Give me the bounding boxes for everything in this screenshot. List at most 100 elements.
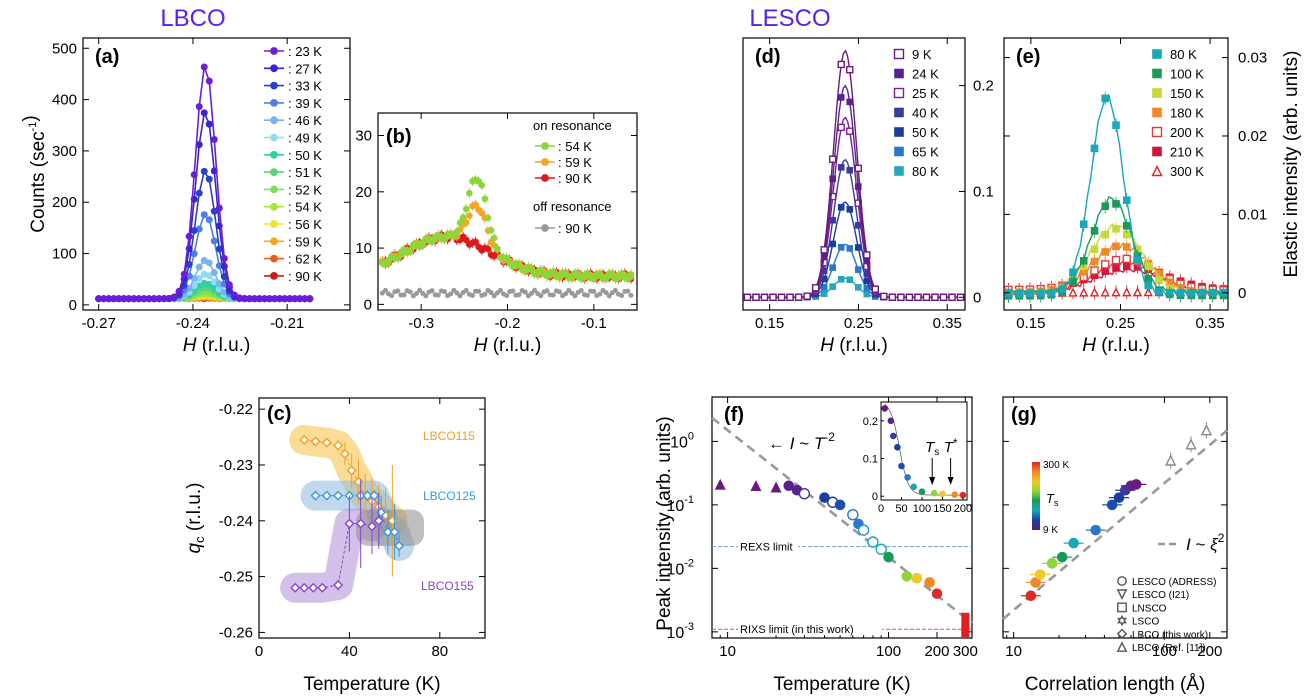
legend-marker: [1117, 614, 1127, 627]
data-point: [503, 254, 510, 262]
data-point: [1056, 551, 1068, 563]
data-point: [1079, 287, 1089, 297]
inset-data-point: [881, 405, 888, 412]
data-point: [883, 551, 894, 563]
data-point: [200, 211, 208, 219]
data-point: [820, 290, 828, 297]
data-point: [854, 183, 862, 190]
data-point: [1101, 230, 1110, 239]
data-point: [1090, 144, 1099, 153]
data-point: [529, 290, 535, 296]
limit-label: RIXS limit (in this work): [740, 624, 854, 636]
x-axis-label-c: Temperature (K): [303, 674, 440, 695]
y-axis-label-c: qc (r.l.u.): [184, 483, 207, 554]
panel-a-ytick-label: 200: [52, 194, 77, 211]
panel-f-xtick-label: 10: [719, 643, 736, 660]
data-point: [463, 287, 469, 293]
data-point: [786, 293, 794, 301]
legend-label: : 90 K: [558, 221, 592, 236]
data-point: [888, 293, 897, 301]
data-point: [1155, 276, 1163, 285]
data-point: [369, 490, 380, 501]
data-point: [459, 214, 467, 221]
data-point: [472, 238, 479, 246]
data-point: [563, 291, 569, 297]
legend-label: 300 K: [1170, 164, 1204, 179]
data-point: [591, 288, 597, 294]
data-point: [597, 291, 603, 297]
panel-label-b: (b): [386, 126, 412, 148]
data-point: [1090, 227, 1099, 235]
panel-a-ytick-label: 0: [69, 297, 77, 314]
data-point: [1122, 254, 1131, 264]
inset-xtick-label: 200: [954, 503, 972, 515]
legend-marker: [1152, 107, 1162, 118]
panel-f-xtick-label: 100: [876, 643, 901, 660]
legend-marker: [1152, 68, 1162, 79]
data-point: [846, 206, 854, 213]
inset-ytick-label: 0.2: [863, 416, 878, 428]
data-point: [190, 250, 198, 258]
data-point: [395, 288, 401, 294]
data-point: [441, 289, 447, 295]
panel-c-xtick-label: 0: [255, 643, 263, 660]
data-point: [750, 480, 762, 492]
data-point: [1208, 288, 1217, 297]
data-point: [1155, 288, 1163, 296]
legend-label: 150 K: [1170, 86, 1204, 101]
data-point: [922, 293, 931, 301]
series-label-LBCO125: LBCO125: [423, 489, 476, 503]
data-point: [1068, 287, 1078, 297]
data-point: [837, 60, 845, 69]
data-point: [897, 293, 905, 301]
inset-xtick-label: 50: [895, 503, 907, 515]
legend-marker: [270, 202, 278, 211]
data-point: [491, 293, 497, 299]
panel-e-xtick-label: 0.25: [1106, 315, 1135, 332]
legend-marker: [893, 48, 905, 60]
rixs-limit-bar: [961, 612, 970, 638]
data-point: [566, 287, 572, 293]
panel-e-ytick-label: 0: [1238, 285, 1246, 302]
data-point: [1025, 590, 1037, 602]
data-point: [466, 212, 473, 220]
data-point: [1122, 196, 1131, 205]
data-point: [1034, 569, 1046, 580]
data-point: [544, 288, 550, 294]
data-point: [394, 540, 405, 551]
legend-label: 210 K: [1170, 145, 1204, 160]
data-point: [435, 292, 441, 298]
data-point: [299, 582, 310, 593]
data-point: [1122, 287, 1132, 297]
legend-marker: [1116, 641, 1128, 652]
data-point: [948, 293, 956, 301]
data-point: [1122, 243, 1131, 251]
data-point: [847, 509, 859, 521]
data-point: [1112, 225, 1120, 233]
data-point: [346, 465, 357, 476]
y-axis-label-a: Counts (sec-1): [20, 115, 49, 232]
data-point: [538, 293, 544, 299]
legend-marker: [541, 174, 549, 182]
legend-label: : 54 K: [558, 139, 592, 154]
inset-arrow-label: T*: [944, 436, 958, 456]
legend-marker: [541, 158, 549, 166]
inset-data-point: [894, 443, 901, 451]
data-point: [1133, 256, 1142, 264]
x-axis-label-d: H (r.l.u.): [820, 335, 888, 356]
data-point: [497, 287, 503, 293]
data-point: [1111, 287, 1121, 297]
data-point: [837, 244, 845, 251]
panel-c-xtick-label: 80: [431, 643, 448, 660]
data-point: [1026, 289, 1034, 298]
legend-marker: [894, 146, 904, 157]
data-point: [373, 515, 384, 526]
data-point: [1089, 287, 1100, 297]
data-point: [333, 440, 344, 451]
data-point: [924, 577, 935, 588]
x-axis-label-g: Correlation length (Å): [1025, 674, 1206, 695]
data-point: [225, 281, 233, 289]
panel-g-xtick-label: 200: [1197, 643, 1222, 660]
data-point: [770, 481, 782, 493]
series-line-33K: [98, 169, 310, 300]
